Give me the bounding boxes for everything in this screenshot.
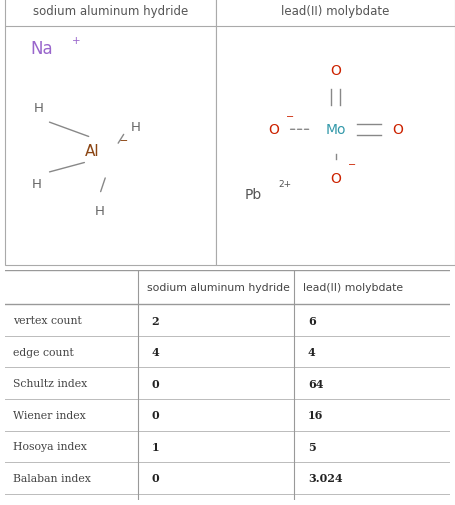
Text: lead(II) molybdate: lead(II) molybdate: [281, 5, 390, 18]
Text: H: H: [131, 121, 141, 134]
Text: Pb: Pb: [245, 188, 262, 202]
Text: +: +: [72, 36, 81, 46]
Text: 3.024: 3.024: [308, 473, 342, 483]
Text: vertex count: vertex count: [14, 316, 82, 326]
Text: Na: Na: [30, 40, 53, 58]
Text: Balaban index: Balaban index: [14, 473, 91, 483]
Text: edge count: edge count: [14, 347, 74, 357]
Text: Hosoya index: Hosoya index: [14, 441, 87, 451]
Text: O: O: [392, 123, 403, 137]
Text: −: −: [119, 136, 128, 146]
Text: sodium aluminum hydride: sodium aluminum hydride: [33, 5, 188, 18]
Text: −: −: [286, 112, 294, 122]
Text: lead(II) molybdate: lead(II) molybdate: [303, 282, 404, 292]
Text: −: −: [348, 160, 356, 170]
Text: 0: 0: [152, 410, 159, 421]
Text: 4: 4: [308, 346, 315, 358]
Text: 2+: 2+: [278, 180, 291, 188]
Text: H: H: [95, 205, 105, 218]
Text: O: O: [330, 172, 341, 186]
Text: 16: 16: [308, 410, 323, 421]
Text: 1: 1: [152, 441, 159, 452]
Text: O: O: [330, 64, 341, 78]
Text: 4: 4: [152, 346, 159, 358]
Text: H: H: [34, 102, 43, 115]
Text: 2: 2: [152, 315, 159, 326]
Text: Wiener index: Wiener index: [14, 410, 86, 420]
Text: 5: 5: [308, 441, 315, 452]
Text: H: H: [31, 178, 41, 190]
Text: 0: 0: [152, 473, 159, 483]
Text: 64: 64: [308, 378, 323, 389]
Text: Al: Al: [85, 144, 100, 159]
Text: 0: 0: [152, 378, 159, 389]
Text: sodium aluminum hydride: sodium aluminum hydride: [147, 282, 290, 292]
Text: Mo: Mo: [325, 123, 346, 137]
Text: Schultz index: Schultz index: [14, 379, 88, 388]
Text: O: O: [268, 123, 279, 137]
Text: 6: 6: [308, 315, 315, 326]
